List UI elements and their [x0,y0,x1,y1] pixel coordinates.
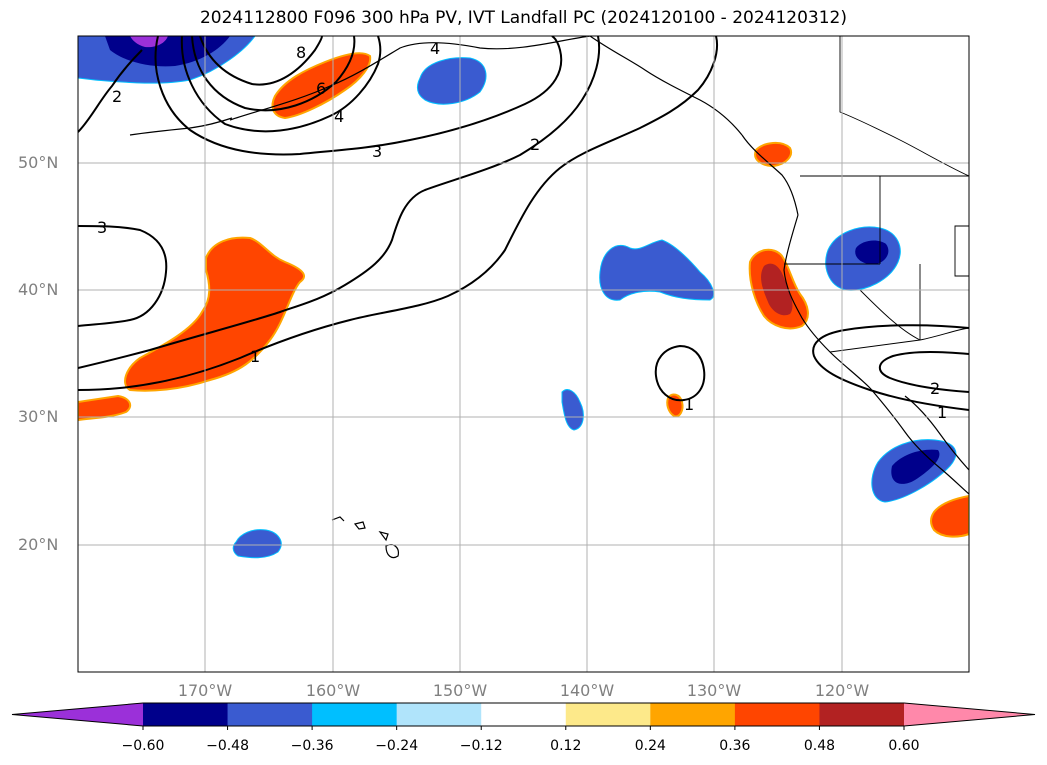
hawaii-islands [331,516,399,559]
state-border-nm [954,225,969,277]
contour-label: 2 [112,87,122,106]
contour-2-north [78,49,143,133]
positive-anomaly-fills [78,52,969,538]
us-mexico-border [829,327,969,353]
colorbar-segment [819,703,905,726]
neg-anomaly-aleutian-peak [130,36,168,48]
lon-label: 130°W [686,681,742,700]
colorbar-segment [143,703,229,726]
political-borders [784,36,969,353]
contour-2-arc [78,36,601,369]
neg-anomaly-small-30n [561,389,584,431]
neg-anomaly-gulf-alaska [416,57,487,105]
pos-anomaly-north-pacific [124,236,305,392]
colorbar-extend-min [12,703,143,726]
alaska-canada-border [839,36,969,177]
plot-frame [77,35,970,673]
lon-label: 120°W [814,681,870,700]
pos-anomaly-mexico [930,494,969,538]
graticule [78,36,969,672]
contour-1-main [78,36,718,391]
us-west-coast [783,214,871,389]
neg-anomaly-aleutian-core [105,36,230,67]
pos-anomaly-bc-coast [754,142,792,168]
contour-label: 2 [530,135,540,154]
colorbar-tick-label: −0.24 [375,738,419,754]
contour-1-southeast [812,324,969,411]
contour-3-west [78,225,168,327]
contour-8 [199,36,323,86]
colorbar-extend-max [904,703,1035,726]
colorbar-tick-label: 0.12 [550,738,582,754]
lat-label: 30°N [18,407,59,426]
lon-label: 140°W [559,681,615,700]
alaska-coast [229,36,591,121]
lat-label: 50°N [18,153,59,172]
neg-anomaly-baja-core [891,449,940,484]
pos-anomaly-california-core [761,263,793,316]
neg-anomaly-hawaii-west [232,529,282,559]
colorbar-segment [565,703,651,726]
contour-label: 1 [937,403,947,422]
contour-label: 4 [334,107,344,126]
lon-label: 150°W [432,681,488,700]
colorbar [11,702,1036,730]
state-border-ca-nv [784,176,881,265]
contour-label: 1 [250,347,260,366]
colorbar-segment [312,703,398,726]
lon-label: 170°W [177,681,233,700]
colorbar-segment [650,703,736,726]
neg-anomaly-central-pacific [599,239,715,301]
alaska-panhandle [589,36,743,136]
contour-label: 4 [430,39,440,58]
colorbar-tick-label: 0.60 [888,738,920,754]
colorbar-tick-label: −0.36 [290,738,334,754]
contour-1-loop [654,344,706,402]
contour-label: 1 [684,395,694,414]
gulf-of-california [904,395,969,471]
contour-label: 6 [316,79,326,98]
lat-label: 20°N [18,535,59,554]
lat-label: 40°N [18,280,59,299]
contour-2-southeast [878,351,969,393]
lon-label: 160°W [305,681,361,700]
contour-label: 2 [930,379,940,398]
negative-anomaly-fills [78,36,957,559]
contour-3 [154,36,563,156]
baja-california [869,387,969,495]
colorbar-segment [734,703,820,726]
colorbar-tick-label: 0.36 [719,738,751,754]
colorbar-segment [396,703,482,726]
map-title: 2024112800 F096 300 hPa PV, IVT Landfall… [199,8,847,28]
pv-contours [78,36,969,411]
colorbar-segment [227,703,313,726]
colorbar-tick-label: −0.12 [459,738,503,754]
bc-coast [741,134,799,216]
colorbar-tick-label: −0.60 [121,738,165,754]
contour-label: 3 [97,218,107,237]
contour-label: 8 [296,43,306,62]
colorbar-tick-label: −0.48 [206,738,249,754]
colorbar-tick-label: 0.24 [634,738,666,754]
contour-4 [180,36,382,133]
colorbar-tick-label: 0.48 [803,738,836,754]
contour-label: 3 [372,142,382,161]
pos-anomaly-west-edge [78,394,132,422]
state-border-az [859,264,921,341]
colorbar-segment [481,703,567,726]
